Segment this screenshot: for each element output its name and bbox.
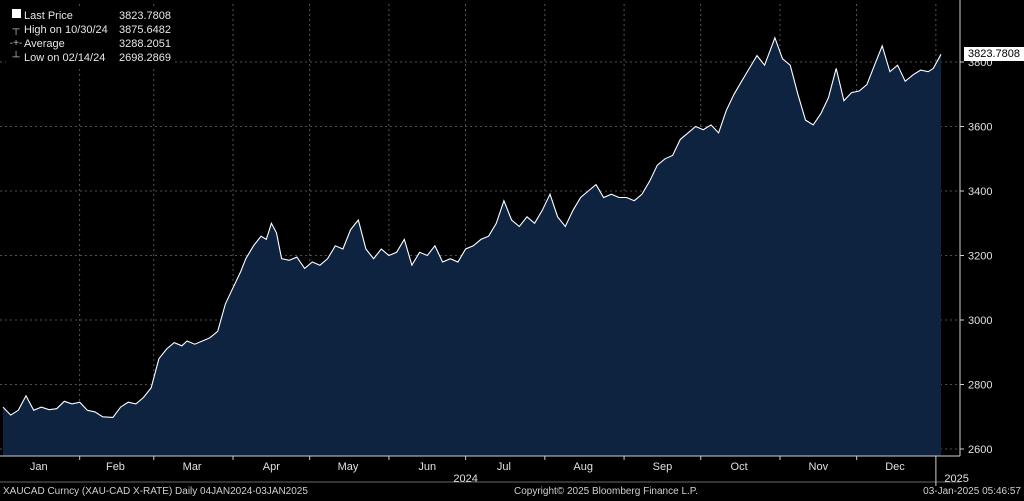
legend-label: Average xyxy=(24,38,65,50)
legend-value: 3875.6482 xyxy=(119,24,171,36)
y-tick-label: 2800 xyxy=(968,380,992,392)
legend-entry-last-price: Last Price 3823.7808 xyxy=(8,9,171,23)
x-tick-label: Dec xyxy=(885,461,905,473)
price-line xyxy=(2,36,942,418)
x-tick-label: May xyxy=(338,461,359,473)
low-marker-icon: ┴ xyxy=(12,52,20,63)
x-tick-label: Oct xyxy=(731,461,748,473)
x-tick-label: Apr xyxy=(263,461,280,473)
high-marker-icon: ┬ xyxy=(12,24,20,35)
y-tick-label: 3400 xyxy=(968,186,992,198)
chart-legend: Last Price 3823.7808 ┬ High on 10/30/24 … xyxy=(6,8,175,67)
legend-label: High on 10/30/24 xyxy=(24,24,108,36)
x-year-label: 2024 xyxy=(453,473,477,485)
legend-entry-average: -+- Average 3288.2051 xyxy=(8,37,171,51)
x-next-year-label: 2025 xyxy=(944,473,968,485)
x-tick-label: Feb xyxy=(106,461,125,473)
x-axis-ticks: Jan Feb Mar Apr May Jun Jul Aug Sep Oct Nov Dec 2024… xyxy=(30,456,969,486)
x-tick-label: Aug xyxy=(573,461,593,473)
y-tick-label: 3600 xyxy=(968,122,992,134)
y-tick-label: 3200 xyxy=(968,251,992,263)
x-tick-label: Jan xyxy=(30,461,48,473)
x-tick-label: Nov xyxy=(809,461,829,473)
average-marker-icon: -+- xyxy=(9,38,23,49)
last-price-legend-icon xyxy=(8,9,24,23)
last-price-tag: 3823.7808 xyxy=(964,47,1024,61)
legend-value: 2698.2869 xyxy=(119,52,171,64)
x-tick-label: Sep xyxy=(653,461,673,473)
y-tick-label: 3000 xyxy=(968,315,992,327)
legend-label: Low on 02/14/24 xyxy=(24,52,106,64)
x-tick-label: Jul xyxy=(497,461,511,473)
legend-value: 3288.2051 xyxy=(119,38,171,50)
x-tick-label: Mar xyxy=(183,461,202,473)
footer-copyright: Copyright© 2025 Bloomberg Finance L.P. xyxy=(514,486,698,497)
x-tick-label: Jun xyxy=(418,461,436,473)
footer-security-info: XAUCAD Curncy (XAU-CAD X-RATE) Daily 04J… xyxy=(3,486,308,497)
legend-value: 3823.7808 xyxy=(119,10,171,22)
legend-label: Last Price xyxy=(24,10,73,22)
legend-entry-high: ┬ High on 10/30/24 3875.6482 xyxy=(8,23,171,37)
footer-timestamp: 03-Jan-2025 05:46:57 xyxy=(923,486,1021,497)
legend-entry-low: ┴ Low on 02/14/24 2698.2869 xyxy=(8,51,171,65)
y-tick-label: 2600 xyxy=(968,444,992,456)
